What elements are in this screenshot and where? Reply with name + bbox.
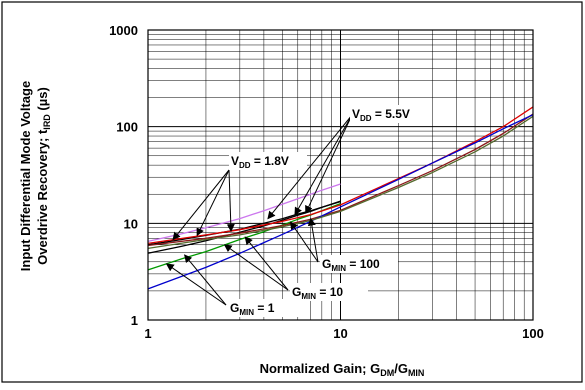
x-tick-label: 1 bbox=[144, 326, 151, 341]
y-axis-label: Input Differential Mode Voltage Overdriv… bbox=[18, 81, 52, 271]
y-tick-label: 1000 bbox=[109, 23, 138, 38]
y-tick-label: 1 bbox=[131, 313, 138, 328]
outer-frame bbox=[1, 1, 583, 383]
series-group bbox=[147, 106, 534, 290]
annotation-arrow bbox=[226, 169, 235, 233]
annotation-label: VDD = 5.5V bbox=[352, 107, 410, 123]
series-line-4 bbox=[147, 202, 341, 271]
series-line-7 bbox=[147, 114, 534, 290]
annotation-label-bg bbox=[320, 255, 398, 273]
plot-border bbox=[147, 29, 534, 321]
annotation-arrow bbox=[165, 263, 227, 306]
series-line-6 bbox=[147, 113, 534, 247]
y-tick-label: 10 bbox=[124, 216, 138, 231]
series-line-1 bbox=[147, 183, 341, 243]
ticks: 1 10 100 1 10 100 1000 bbox=[109, 23, 544, 341]
annotation-vdd-55: VDD = 5.5V bbox=[267, 105, 428, 220]
annotation-arrow bbox=[267, 114, 353, 220]
y-axis-label-line1: Input Differential Mode Voltage bbox=[18, 81, 33, 271]
x-tick-label: 10 bbox=[333, 326, 347, 341]
annotation-arrow bbox=[196, 169, 230, 237]
annotation-arrow bbox=[305, 114, 353, 214]
annotation-label: GMIN = 10 bbox=[292, 285, 343, 301]
annotation-arrow bbox=[223, 244, 289, 291]
series-line-8 bbox=[147, 115, 534, 250]
annotation-gmin-1: GMIN = 1 bbox=[165, 254, 306, 317]
grid bbox=[147, 29, 534, 321]
annotation-arrow bbox=[172, 169, 230, 241]
annotation-arrow bbox=[294, 114, 353, 216]
annotation-label-bg bbox=[228, 299, 306, 317]
annotation-label: GMIN = 1 bbox=[230, 301, 275, 317]
annotation-gmin-100: GMIN = 100 bbox=[289, 217, 398, 273]
annotation-label: VDD = 1.8V bbox=[231, 154, 289, 170]
annotation-vdd-18: VDD = 1.8V bbox=[172, 152, 307, 241]
x-tick-label: 100 bbox=[522, 326, 544, 341]
annotations: VDD = 5.5V VDD = 1.8V GMIN = 100 GMIN = 10 G… bbox=[165, 105, 428, 317]
annotation-gmin-10: GMIN = 10 bbox=[223, 236, 368, 301]
y-axis-label-line2: Overdrive Recovery; tIRD (µs) bbox=[35, 87, 52, 265]
annotation-label: GMIN = 100 bbox=[322, 257, 380, 273]
annotation-label-bg bbox=[290, 283, 368, 301]
y-tick-label: 100 bbox=[116, 120, 138, 135]
series-line-3 bbox=[147, 200, 341, 254]
annotation-label-bg bbox=[350, 105, 428, 123]
x-axis-label: Normalized Gain; GDM/GMIN bbox=[260, 361, 425, 378]
annotation-arrow bbox=[307, 217, 319, 263]
annotation-arrow bbox=[184, 254, 227, 306]
annotation-arrow bbox=[244, 236, 289, 291]
annotation-arrow bbox=[289, 221, 319, 263]
annotation-label-bg bbox=[229, 152, 307, 170]
